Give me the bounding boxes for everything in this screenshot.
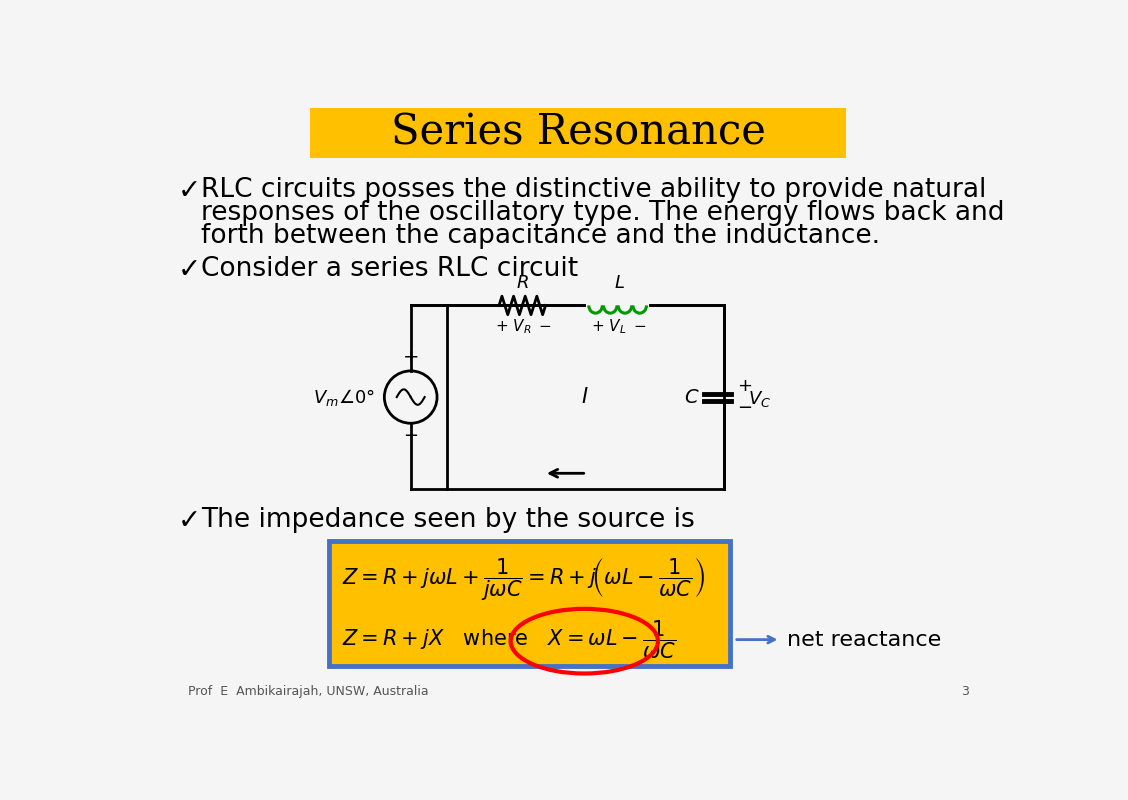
Text: $V_C$: $V_C$ xyxy=(748,389,770,409)
Text: C: C xyxy=(684,387,697,406)
Text: ✓: ✓ xyxy=(178,177,202,205)
Text: net reactance: net reactance xyxy=(786,630,941,650)
Text: L: L xyxy=(614,274,624,291)
Text: $Z = R + jX \quad \text{where} \quad X = \omega L - \dfrac{1}{\omega C}$: $Z = R + jX \quad \text{where} \quad X =… xyxy=(343,618,677,661)
Text: $V_m\angle0°$: $V_m\angle0°$ xyxy=(312,386,374,407)
Text: RLC circuits posses the distinctive ability to provide natural: RLC circuits posses the distinctive abil… xyxy=(202,177,987,203)
Text: $+\ V_R\ -$: $+\ V_R\ -$ xyxy=(495,318,553,337)
Text: ✓: ✓ xyxy=(178,256,202,284)
Text: $+\ V_L\ -$: $+\ V_L\ -$ xyxy=(591,318,647,337)
Text: −: − xyxy=(403,427,418,445)
Text: +: + xyxy=(403,348,418,367)
FancyBboxPatch shape xyxy=(328,541,730,666)
Text: ✓: ✓ xyxy=(178,507,202,535)
Text: forth between the capacitance and the inductance.: forth between the capacitance and the in… xyxy=(202,223,881,249)
FancyBboxPatch shape xyxy=(310,107,846,158)
Text: Prof  E  Ambikairajah, UNSW, Australia: Prof E Ambikairajah, UNSW, Australia xyxy=(187,685,429,698)
Text: R: R xyxy=(515,274,529,291)
Text: −: − xyxy=(737,399,752,417)
Text: I: I xyxy=(581,387,588,407)
Text: Series Resonance: Series Resonance xyxy=(390,112,766,154)
Text: responses of the oscillatory type. The energy flows back and: responses of the oscillatory type. The e… xyxy=(202,200,1005,226)
Text: +: + xyxy=(737,378,751,395)
Text: Consider a series RLC circuit: Consider a series RLC circuit xyxy=(202,256,579,282)
Text: $Z = R + j\omega L + \dfrac{1}{j\omega C} = R + j\!\left(\omega L - \dfrac{1}{\o: $Z = R + j\omega L + \dfrac{1}{j\omega C… xyxy=(343,556,705,603)
Text: 3: 3 xyxy=(961,685,969,698)
Text: The impedance seen by the source is: The impedance seen by the source is xyxy=(202,507,695,533)
